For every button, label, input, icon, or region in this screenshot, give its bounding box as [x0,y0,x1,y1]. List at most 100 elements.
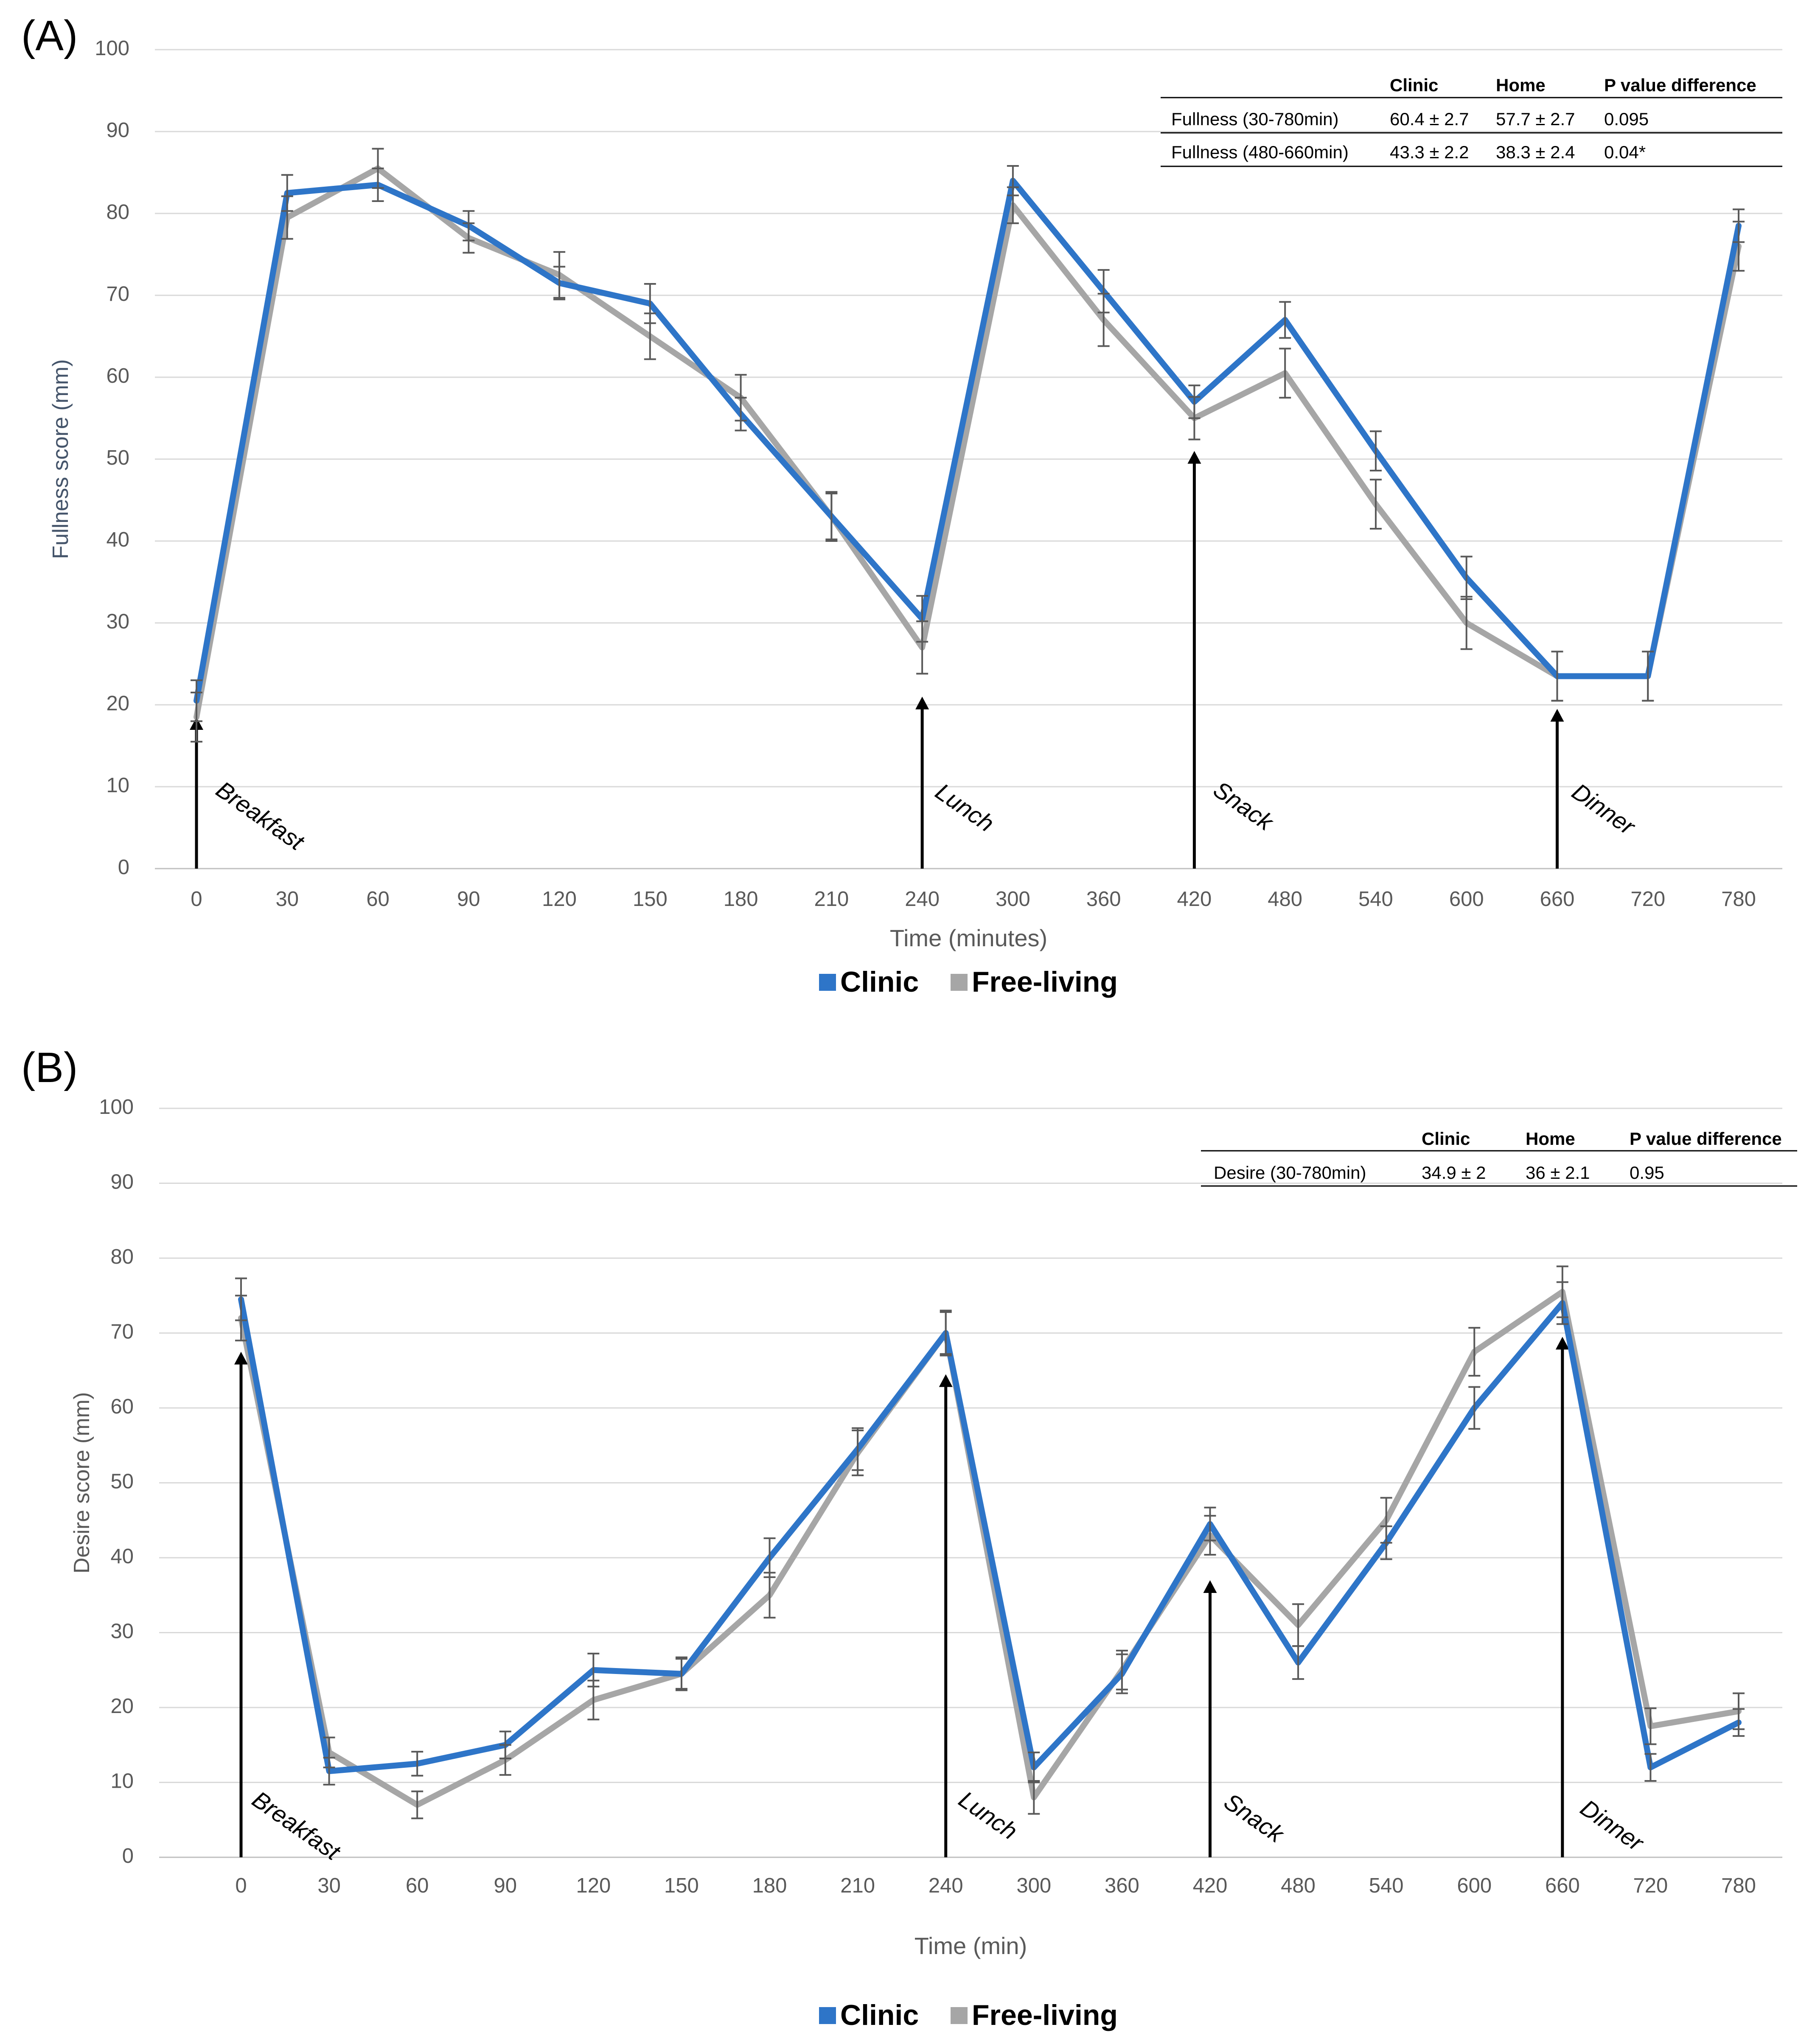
y-tick-label: 100 [95,37,129,60]
legend-swatch-clinic [819,2007,836,2024]
table-header: P value difference [1604,75,1756,95]
meal-arrow-head [1203,1580,1217,1593]
table-cell: 0.095 [1604,109,1649,129]
x-tick-label: 660 [1545,1874,1580,1897]
x-tick-label: 420 [1193,1874,1228,1897]
x-tick-label: 360 [1105,1874,1139,1897]
y-tick-label: 30 [106,610,129,633]
table-row-label: Fullness (30-780min) [1171,109,1339,129]
table-cell: 57.7 ± 2.7 [1496,109,1575,129]
x-tick-label: 120 [542,888,577,911]
x-tick-label: 210 [840,1874,875,1897]
legend-swatch-clinic [819,974,836,991]
meal-label: Lunch [954,1786,1022,1845]
series-line-free-living [194,165,1742,720]
x-tick-label: 420 [1177,888,1212,911]
series-line-free-living [238,1289,1742,1808]
x-tick-label: 0 [191,888,202,911]
x-tick-label: 600 [1449,888,1484,911]
y-tick-label: 40 [110,1545,134,1568]
x-tick-label: 480 [1268,888,1302,911]
x-tick-label: 780 [1721,1874,1756,1897]
y-tick-label: 80 [106,201,129,224]
table-header: Home [1526,1129,1575,1149]
y-tick-label: 90 [110,1170,134,1193]
x-tick-label: 660 [1540,888,1575,911]
panel-a: (A) 0 10 20 30 40 50 60 70 80 90 100 0 30 60 90 120 150 18… [21,12,1782,998]
x-tick-label: 240 [929,1874,963,1897]
y-tick-label: 70 [106,283,129,306]
meal-label: Snack [1209,776,1279,836]
x-tick-label: 30 [317,1874,341,1897]
x-tick-label: 600 [1457,1874,1492,1897]
y-tick-label: 20 [106,692,129,715]
table-header: Home [1496,75,1546,95]
x-tick-label: 150 [664,1874,699,1897]
meal-label: Dinner [1576,1794,1649,1857]
panel-label: (A) [21,12,78,59]
table-cell: 38.3 ± 2.4 [1496,142,1575,162]
meal-arrow-head [1555,1337,1569,1350]
x-tick-label: 60 [366,888,390,911]
x-tick-label: 210 [814,888,849,911]
meal-label: Snack [1219,1788,1290,1848]
y-tick-label: 50 [106,446,129,469]
meal-arrow-head [939,1374,953,1387]
meal-label: Breakfast [247,1786,346,1866]
meal-arrow-head [234,1351,248,1365]
x-tick-label: 120 [576,1874,611,1897]
y-tick-label: 100 [99,1096,134,1119]
x-tick-label: 300 [1016,1874,1051,1897]
series-line-clinic [194,177,1742,704]
y-tick-label: 0 [118,856,129,879]
y-axis-label: Desire score (mm) [70,1392,94,1574]
y-tick-label: 70 [110,1320,134,1343]
y-axis-label: Fullness score (mm) [48,359,73,559]
x-tick-label: 720 [1630,888,1665,911]
stats-table: Clinic Home P value difference Fullness (30… [1161,75,1782,167]
x-tick-label: 180 [752,1874,787,1897]
x-tick-label: 720 [1633,1874,1668,1897]
table-header: P value difference [1630,1129,1782,1149]
x-tick-label: 180 [724,888,758,911]
x-tick-label: 540 [1369,1874,1404,1897]
stats-table: Clinic Home P value difference Desire (30-7… [1201,1129,1797,1187]
table-row-label: Desire (30-780min) [1214,1163,1366,1183]
x-tick-label: 30 [276,888,299,911]
table-header: Clinic [1422,1129,1470,1149]
y-tick-label: 40 [106,528,129,551]
x-tick-label: 90 [457,888,480,911]
meal-arrow-head [1550,709,1564,722]
series-line-clinic [238,1296,1742,1774]
table-cell: 0.95 [1630,1163,1664,1183]
x-axis-label: Time (min) [915,1932,1027,1959]
y-tick-label: 20 [110,1695,134,1718]
legend-label-clinic: Clinic [840,1999,919,2031]
meal-arrow-head [915,696,929,709]
y-tick-label: 60 [110,1395,134,1418]
legend-label-free-living: Free-living [972,1999,1118,2031]
y-tick-label: 90 [106,119,129,142]
table-row-label: Fullness (480-660min) [1171,142,1349,162]
x-tick-label: 90 [494,1874,517,1897]
x-tick-label: 540 [1358,888,1393,911]
y-tick-label: 60 [106,364,129,387]
meal-arrow-head [1187,451,1201,464]
table-cell: 43.3 ± 2.2 [1390,142,1469,162]
legend-swatch-free-living [951,2007,968,2024]
x-tick-label: 150 [633,888,668,911]
table-cell: 36 ± 2.1 [1526,1163,1590,1183]
y-tick-label: 10 [110,1769,134,1792]
y-tick-label: 30 [110,1620,134,1643]
table-header: Clinic [1390,75,1438,95]
table-cell: 60.4 ± 2.7 [1390,109,1469,129]
x-axis-label: Time (minutes) [890,925,1047,951]
y-tick-label: 80 [110,1245,134,1268]
y-tick-label: 0 [122,1845,134,1867]
panel-label: (B) [21,1044,78,1091]
table-cell: 0.04* [1604,142,1646,162]
x-tick-label: 480 [1281,1874,1316,1897]
table-cell: 34.9 ± 2 [1422,1163,1486,1183]
x-tick-label: 780 [1721,888,1756,911]
